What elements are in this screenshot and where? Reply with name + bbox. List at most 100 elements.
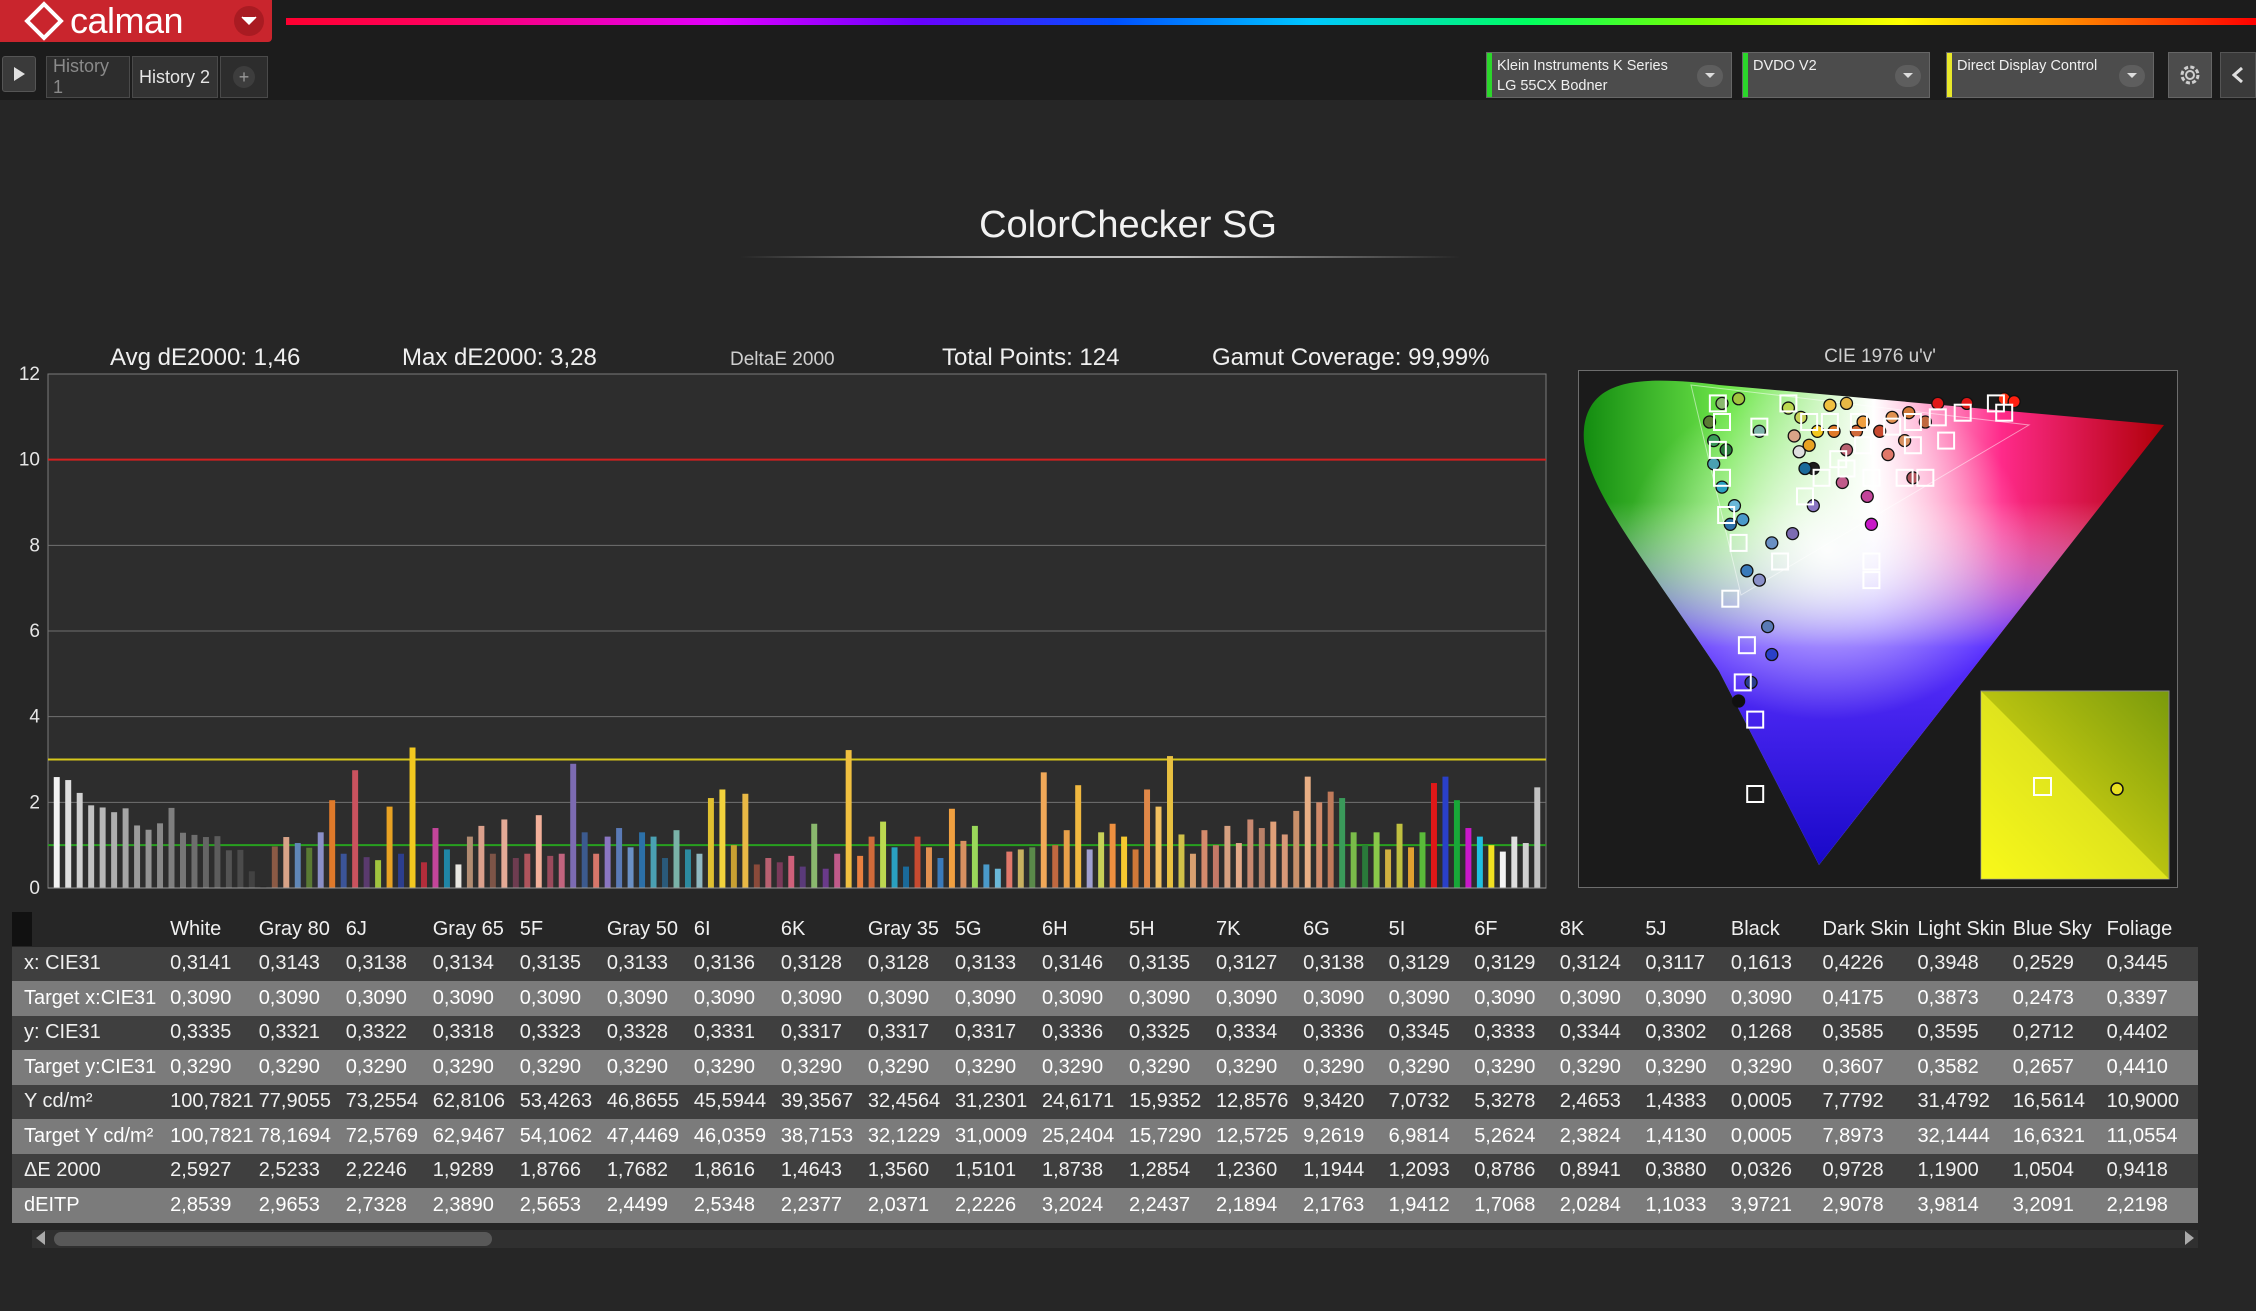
- table-cell: 2,5653: [517, 1188, 605, 1223]
- horizontal-scrollbar[interactable]: [32, 1230, 2198, 1248]
- chart-bar: [1316, 802, 1323, 888]
- cie-measured-point: [1835, 475, 1850, 490]
- chart-bar: [1098, 832, 1105, 888]
- column-header[interactable]: Black: [1728, 912, 1821, 947]
- table-cell: 1,1900: [1915, 1153, 2011, 1188]
- table-corner-header: [12, 912, 169, 947]
- chart-bar: [868, 836, 875, 888]
- cie-plot: [1583, 380, 2170, 880]
- chevron-left-icon: [2232, 67, 2243, 83]
- settings-button[interactable]: [2168, 52, 2212, 98]
- chart-bar: [857, 855, 864, 888]
- column-header[interactable]: 5J: [1643, 912, 1729, 947]
- column-header[interactable]: 6F: [1472, 912, 1558, 947]
- chart-bar: [1247, 819, 1254, 888]
- column-header[interactable]: 6I: [691, 912, 779, 947]
- column-header[interactable]: White: [168, 912, 257, 947]
- chevron-down-icon[interactable]: [1697, 65, 1723, 87]
- table-cell: 39,3567: [778, 1084, 866, 1119]
- column-header[interactable]: 5G: [952, 912, 1040, 947]
- column-header[interactable]: Gray 80: [256, 912, 344, 947]
- column-header[interactable]: Blue Sky: [2010, 912, 2105, 947]
- chart-bar: [1396, 823, 1403, 888]
- scroll-right-icon[interactable]: [2185, 1231, 2194, 1245]
- tab-history-1[interactable]: History 1: [46, 56, 130, 98]
- column-header[interactable]: 5I: [1386, 912, 1473, 947]
- table-cell: 0,3136: [691, 946, 779, 981]
- column-header[interactable]: Gray 35: [865, 912, 953, 947]
- chart-bar: [650, 836, 657, 888]
- chart-bar: [1063, 830, 1070, 888]
- table-cell: 38,7153: [778, 1119, 866, 1154]
- column-header[interactable]: Light Skin: [1915, 912, 2011, 947]
- calman-logo-menu[interactable]: calman: [0, 0, 272, 42]
- row-label: x: CIE31: [12, 946, 169, 981]
- column-header[interactable]: 6H: [1039, 912, 1127, 947]
- column-header[interactable]: 5H: [1127, 912, 1215, 947]
- chart-bar: [386, 806, 393, 888]
- chevron-down-icon[interactable]: [2119, 65, 2145, 87]
- table-cell: 0,3090: [1127, 981, 1215, 1016]
- chart-bar: [937, 858, 944, 888]
- column-header[interactable]: 6G: [1301, 912, 1387, 947]
- chart-bar: [891, 847, 898, 888]
- chart-bar: [168, 807, 175, 888]
- chart-bar: [1167, 756, 1173, 888]
- scrollbar-thumb[interactable]: [54, 1232, 492, 1246]
- table-cell: 0,3948: [1915, 946, 2011, 981]
- table-cell: 0,3880: [1643, 1153, 1729, 1188]
- chart-bar: [191, 834, 198, 888]
- cie-measured-point: [1873, 424, 1887, 438]
- table-cell: 0,8941: [1557, 1153, 1644, 1188]
- table-cell: 0,3290: [430, 1050, 518, 1085]
- table-row: Target x:CIE31 0,3090 0,3090 0,3090 0,3090 0,…: [12, 981, 2198, 1016]
- chart-bar: [1270, 821, 1277, 888]
- column-header[interactable]: 6J: [343, 912, 431, 947]
- chart-bar: [719, 789, 726, 888]
- chart-bar: [512, 858, 519, 888]
- cie-measured-point: [1792, 445, 1806, 459]
- collapse-panel-button[interactable]: [2220, 52, 2256, 98]
- chart-bar: [260, 886, 267, 888]
- column-header[interactable]: 8K: [1557, 912, 1644, 947]
- chart-bar: [1281, 834, 1288, 888]
- table-cell: 0,3117: [1643, 946, 1729, 981]
- app-menu-chevron-icon[interactable]: [234, 6, 264, 36]
- row-label: y: CIE31: [12, 1015, 169, 1050]
- table-cell: 0,3090: [1214, 981, 1302, 1016]
- table-cell: 0,3090: [1301, 981, 1387, 1016]
- column-header[interactable]: Dark Skin: [1820, 912, 1916, 947]
- table-cell: 2,4653: [1557, 1084, 1644, 1119]
- column-header[interactable]: 5F: [517, 912, 605, 947]
- table-cell: 11,0554: [2104, 1119, 2198, 1154]
- play-button[interactable]: [2, 56, 36, 92]
- chevron-down-icon[interactable]: [1895, 65, 1921, 87]
- table-cell: 0,3135: [1127, 946, 1215, 981]
- add-tab-button[interactable]: +: [220, 56, 268, 98]
- display-control-selector[interactable]: Direct Display Control: [1946, 52, 2154, 98]
- chart-bar: [375, 860, 382, 888]
- chart-bar: [1040, 772, 1047, 888]
- column-header[interactable]: Foliage: [2104, 912, 2198, 947]
- column-header[interactable]: Gray 65: [430, 912, 518, 947]
- column-header[interactable]: Gray 50: [604, 912, 692, 947]
- table-cell: 0,4410: [2104, 1050, 2198, 1085]
- table-cell: 0,3595: [1915, 1015, 2011, 1050]
- column-header[interactable]: 6K: [778, 912, 866, 947]
- column-header[interactable]: 7K: [1214, 912, 1302, 947]
- chart-bar: [202, 837, 209, 888]
- cie-target-marker: [1812, 468, 1831, 487]
- table-cell: 0,3143: [256, 946, 344, 981]
- table-cell: 25,2404: [1039, 1119, 1127, 1154]
- table-cell: 0,3290: [517, 1050, 605, 1085]
- tab-history-2[interactable]: History 2: [132, 56, 218, 98]
- source-selector[interactable]: DVDO V2: [1742, 52, 1930, 98]
- table-cell: 1,4643: [778, 1153, 866, 1188]
- chart-bar: [684, 849, 691, 888]
- scroll-left-icon[interactable]: [36, 1231, 45, 1245]
- table-cell: 31,2301: [952, 1084, 1040, 1119]
- meter-selector[interactable]: Klein Instruments K Series LG 55CX Bodne…: [1486, 52, 1732, 98]
- table-cell: 0,3290: [1301, 1050, 1387, 1085]
- row-label: Y cd/m²: [12, 1084, 169, 1119]
- chart-bar: [604, 836, 611, 888]
